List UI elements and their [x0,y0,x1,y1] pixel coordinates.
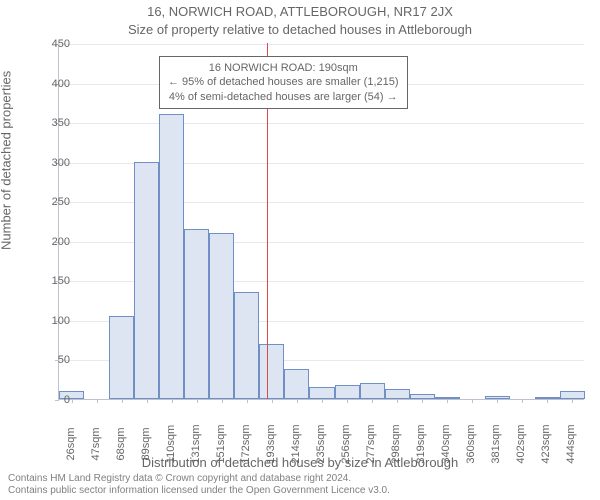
attribution: Contains HM Land Registry data © Crown c… [8,473,390,497]
xtick-mark [147,399,148,403]
xtick-mark [372,399,373,403]
histogram-bar [184,229,209,399]
xtick-mark [547,399,548,403]
ytick-label: 250 [30,196,70,208]
histogram-bar [209,233,234,399]
annotation-line: 4% of semi-detached houses are larger (5… [168,90,399,104]
ytick-label: 450 [30,38,70,50]
histogram-bar [134,162,159,399]
xtick-label: 319sqm [415,424,427,463]
xtick-mark [247,399,248,403]
plot-area: 16 NORWICH ROAD: 190sqm← 95% of detached… [58,44,584,400]
xtick-label: 89sqm [140,427,152,460]
histogram-bar [335,385,360,399]
xtick-label: 131sqm [190,424,202,463]
xtick-mark [422,399,423,403]
xtick-label: 235sqm [315,424,327,463]
xtick-mark [322,399,323,403]
xtick-label: 214sqm [290,424,302,463]
histogram-bar [109,316,134,399]
annotation-line: 16 NORWICH ROAD: 190sqm [168,61,399,75]
annotation-box: 16 NORWICH ROAD: 190sqm← 95% of detached… [159,56,408,109]
xtick-label: 110sqm [165,425,177,463]
xtick-label: 381sqm [490,424,502,463]
histogram-bar [309,387,334,399]
xtick-label: 47sqm [90,427,102,460]
xtick-mark [197,399,198,403]
xtick-mark [447,399,448,403]
xtick-mark [522,399,523,403]
xtick-mark [122,399,123,403]
ytick-label: 50 [30,354,70,366]
xtick-label: 402sqm [515,424,527,463]
xtick-label: 360sqm [465,424,477,463]
ytick-label: 300 [30,157,70,169]
xtick-label: 172sqm [240,424,252,463]
ytick-label: 200 [30,236,70,248]
histogram-bar [385,389,410,399]
y-axis-label: Number of detached properties [0,71,14,250]
xtick-label: 277sqm [365,424,377,463]
xtick-mark [572,399,573,403]
ytick-label: 0 [30,394,70,406]
histogram-bar [284,369,309,399]
ytick-label: 150 [30,275,70,287]
ytick-label: 400 [30,78,70,90]
chart-container: 16, NORWICH ROAD, ATTLEBOROUGH, NR17 2JX… [0,0,600,500]
histogram-bar [560,391,585,399]
xtick-mark [297,399,298,403]
xtick-mark [347,399,348,403]
xtick-label: 298sqm [390,424,402,463]
histogram-bar [360,383,385,399]
xtick-mark [97,399,98,403]
xtick-label: 26sqm [65,427,77,460]
xtick-label: 151sqm [215,424,227,463]
histogram-bar [259,344,284,399]
annotation-line: ← 95% of detached houses are smaller (1,… [168,75,399,89]
histogram-bar [159,114,184,399]
xtick-mark [222,399,223,403]
histogram-bar [234,292,259,399]
xtick-mark [497,399,498,403]
xtick-label: 423sqm [540,424,552,463]
gridline [59,44,584,45]
attribution-line: Contains HM Land Registry data © Crown c… [8,473,390,485]
ytick-label: 350 [30,117,70,129]
gridline [59,123,584,124]
xtick-label: 256sqm [340,424,352,463]
xtick-mark [472,399,473,403]
attribution-line: Contains public sector information licen… [8,485,390,497]
xtick-label: 340sqm [440,424,452,463]
ytick-label: 100 [30,315,70,327]
xtick-mark [72,399,73,403]
chart-subtitle: Size of property relative to detached ho… [0,22,600,37]
xtick-label: 444sqm [565,424,577,463]
xtick-label: 68sqm [115,427,127,460]
chart-title: 16, NORWICH ROAD, ATTLEBOROUGH, NR17 2JX [0,4,600,19]
xtick-mark [272,399,273,403]
xtick-mark [397,399,398,403]
xtick-mark [172,399,173,403]
xtick-label: 193sqm [265,424,277,463]
